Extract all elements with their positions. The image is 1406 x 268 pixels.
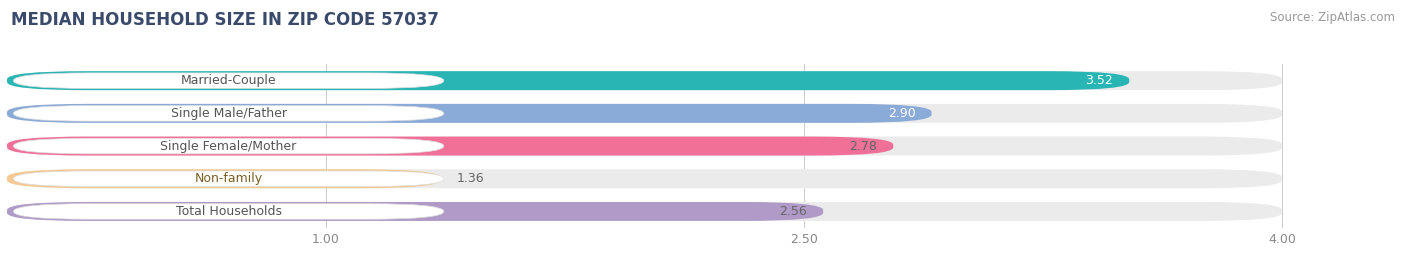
FancyBboxPatch shape — [7, 169, 1282, 188]
Text: 2.78: 2.78 — [849, 140, 877, 152]
Text: 1.36: 1.36 — [457, 172, 484, 185]
FancyBboxPatch shape — [7, 137, 893, 155]
FancyBboxPatch shape — [7, 137, 1282, 155]
FancyBboxPatch shape — [7, 169, 440, 188]
FancyBboxPatch shape — [7, 71, 1129, 90]
Text: Married-Couple: Married-Couple — [181, 74, 277, 87]
FancyBboxPatch shape — [14, 106, 444, 121]
Text: Non-family: Non-family — [194, 172, 263, 185]
FancyBboxPatch shape — [7, 104, 932, 123]
Text: Single Female/Mother: Single Female/Mother — [160, 140, 297, 152]
Text: 2.56: 2.56 — [779, 205, 807, 218]
FancyBboxPatch shape — [14, 73, 444, 88]
FancyBboxPatch shape — [14, 171, 444, 187]
Text: 2.90: 2.90 — [887, 107, 915, 120]
Text: 3.52: 3.52 — [1085, 74, 1114, 87]
Text: Source: ZipAtlas.com: Source: ZipAtlas.com — [1270, 11, 1395, 24]
FancyBboxPatch shape — [7, 71, 1282, 90]
Text: MEDIAN HOUSEHOLD SIZE IN ZIP CODE 57037: MEDIAN HOUSEHOLD SIZE IN ZIP CODE 57037 — [11, 11, 439, 29]
FancyBboxPatch shape — [14, 138, 444, 154]
FancyBboxPatch shape — [14, 204, 444, 219]
FancyBboxPatch shape — [7, 104, 1282, 123]
Text: Total Households: Total Households — [176, 205, 281, 218]
FancyBboxPatch shape — [7, 202, 823, 221]
FancyBboxPatch shape — [7, 202, 1282, 221]
Text: Single Male/Father: Single Male/Father — [170, 107, 287, 120]
